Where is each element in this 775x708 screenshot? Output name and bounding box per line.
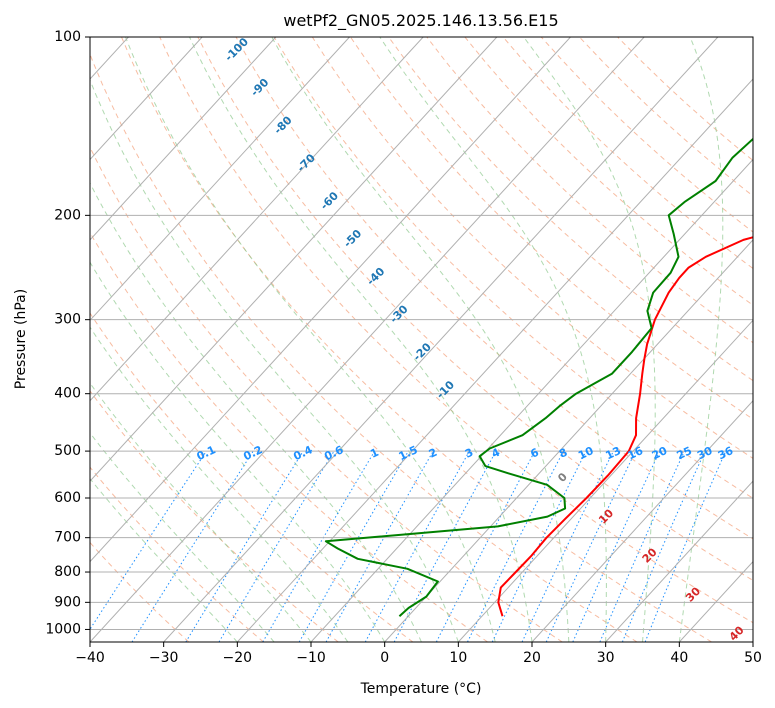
isotherm	[90, 37, 424, 402]
dry-adiabat	[273, 37, 753, 499]
isotherm	[90, 37, 571, 563]
background-lines	[90, 37, 753, 642]
mixing-ratio-line	[364, 450, 470, 642]
y-tick-label: 700	[54, 530, 81, 546]
dry-adiabat	[90, 231, 488, 642]
isotherm	[90, 37, 350, 322]
mixing-ratio-label: 13	[604, 444, 623, 462]
y-tick-label: 200	[54, 207, 81, 223]
mixing-ratio-line	[90, 450, 207, 631]
moist-adiabat	[523, 37, 656, 642]
y-tick-label: 400	[54, 386, 81, 402]
mixing-ratio-line	[218, 450, 335, 642]
dry-adiabat	[464, 37, 753, 306]
isotherm	[90, 37, 645, 642]
moist-adiabat	[90, 78, 459, 642]
x-axis-label: Temperature (°C)	[360, 681, 482, 697]
temperature-line	[497, 236, 753, 617]
isotherm	[457, 319, 753, 642]
y-axis-ticks: 100 200 300 400 500 600 700 800 900 1000	[45, 29, 90, 637]
y-tick-label: 1000	[45, 621, 81, 637]
mixing-ratio-label: 30	[695, 444, 715, 462]
mixing-ratio-line	[599, 450, 685, 642]
dewpoint-line	[324, 137, 753, 617]
chart-title: wetPf2_GN05.2025.146.13.56.E15	[283, 11, 558, 31]
isotherm	[531, 399, 753, 642]
x-tick-label: 0	[380, 650, 389, 666]
mixing-ratio-label: 20	[650, 444, 670, 462]
mixing-ratio-label: 36	[716, 444, 736, 462]
x-tick-label: −20	[223, 650, 253, 666]
mixing-ratio-line	[467, 450, 564, 642]
y-tick-label: 800	[54, 564, 81, 580]
y-tick-label: 300	[54, 312, 81, 328]
x-tick-label: 50	[744, 650, 762, 666]
mixing-ratio-line	[185, 450, 304, 642]
moist-adiabat	[678, 37, 724, 642]
y-tick-label: 900	[54, 594, 81, 610]
mixing-ratio-label: 16	[626, 444, 646, 462]
moist-adiabat	[90, 182, 422, 642]
mixing-ratio-line	[491, 450, 587, 642]
x-tick-label: 40	[670, 650, 688, 666]
mixing-ratio-label: 25	[675, 444, 694, 462]
mixing-ratio-line	[621, 450, 706, 642]
moist-adiabat	[90, 261, 386, 642]
dry-adiabat	[197, 37, 753, 581]
y-tick-label: 600	[54, 490, 81, 506]
dry-adiabat	[90, 146, 563, 642]
x-tick-label: −40	[75, 650, 105, 666]
mixing-ratio-line	[131, 450, 254, 642]
isotherm	[310, 158, 753, 642]
dry-adiabat	[388, 37, 753, 382]
x-tick-label: −30	[149, 650, 179, 666]
mixing-ratio-line	[393, 450, 497, 642]
x-tick-label: 10	[449, 650, 467, 666]
x-tick-label: −10	[296, 650, 326, 666]
sounding-series	[324, 137, 753, 617]
x-tick-label: 20	[523, 650, 541, 666]
y-axis-label: Pressure (hPa)	[13, 289, 29, 389]
moist-adiabat	[379, 37, 607, 642]
isotherm	[90, 37, 277, 241]
mixing-ratio-line	[572, 450, 661, 642]
isotherm	[90, 37, 498, 482]
dry-adiabat	[159, 37, 753, 624]
isotherm	[605, 480, 753, 642]
moist-adiabat	[90, 477, 238, 642]
y-tick-label: 100	[54, 29, 81, 45]
isotherm	[90, 37, 203, 161]
moist-adiabat	[90, 432, 275, 642]
grid-lines	[90, 37, 753, 642]
x-axis-ticks: −40 −30 −20 −10 0 10 20 30 40 50	[75, 642, 762, 666]
plot-frame	[89, 36, 754, 643]
y-tick-label: 500	[54, 443, 81, 459]
mixing-ratio-line	[325, 450, 434, 642]
dry-adiabat	[90, 466, 264, 642]
isotherm	[384, 239, 753, 642]
mixing-ratio-label: 10	[576, 444, 596, 462]
x-tick-label: 30	[597, 650, 615, 666]
dry-adiabat	[350, 37, 753, 420]
isotherm	[163, 37, 719, 642]
